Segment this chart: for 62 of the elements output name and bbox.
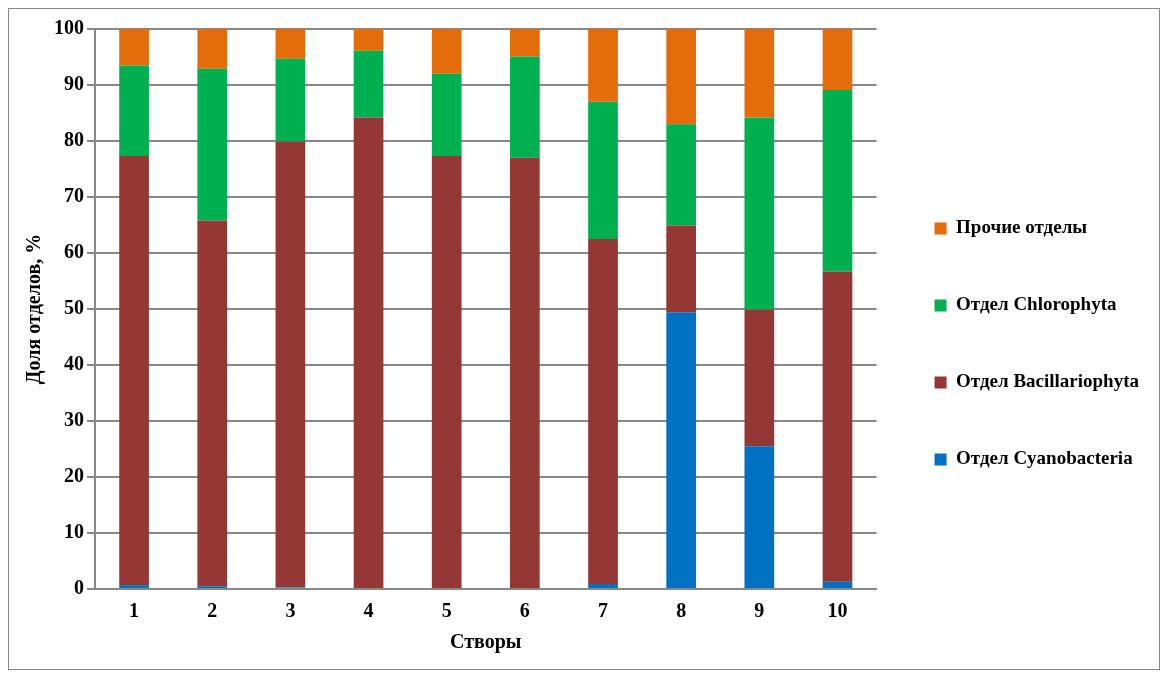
legend-label: Прочие отделы [956, 216, 1088, 238]
y-tick-label: 40 [64, 352, 84, 375]
bar [275, 141, 306, 588]
bar [822, 90, 853, 272]
y-tick-label: 30 [64, 408, 84, 431]
y-tick-label: 90 [64, 72, 84, 95]
bar [353, 117, 384, 588]
bar [588, 101, 618, 239]
bar [197, 68, 228, 221]
x-tick-label: 3 [285, 599, 296, 622]
bar [275, 29, 306, 59]
bar [822, 271, 853, 582]
bar [119, 65, 149, 157]
y-tick-label: 0 [74, 576, 84, 599]
bar [588, 239, 618, 584]
bar [510, 29, 540, 57]
bar [119, 585, 149, 588]
bar [744, 309, 775, 447]
bar [666, 312, 697, 588]
x-tick-label: 1 [129, 599, 140, 622]
bar [588, 29, 618, 102]
legend-label: Отдел Cyanobacteria [956, 447, 1134, 469]
bar [588, 583, 618, 588]
y-tick-label: 100 [54, 16, 84, 39]
bar [197, 220, 228, 587]
bar [510, 56, 540, 158]
x-tick-label: 7 [598, 599, 609, 622]
bar [744, 117, 775, 310]
bar [431, 73, 462, 157]
x-tick-label: 8 [676, 599, 687, 622]
y-tick-label: 60 [64, 240, 84, 263]
legend-label: Отдел Bacillariophyta [956, 370, 1140, 392]
x-axis-title: Створы [450, 630, 522, 654]
bar [666, 29, 697, 125]
y-tick-label: 50 [64, 296, 84, 319]
y-tick-label: 10 [64, 520, 84, 543]
x-tick-label: 6 [519, 599, 530, 622]
bar [353, 29, 384, 51]
legend-label: Отдел Chlorophyta [956, 293, 1117, 315]
bar [822, 581, 853, 588]
y-axis-title: Доля отделов, % [22, 233, 46, 385]
x-tick-label: 9 [754, 599, 765, 622]
bar [744, 29, 775, 118]
x-tick-label: 4 [363, 599, 374, 622]
x-tick-label: 10 [827, 599, 848, 622]
bar [822, 29, 853, 91]
bar [353, 50, 384, 118]
bar [431, 29, 462, 74]
bar [275, 58, 306, 142]
bar [666, 225, 697, 313]
bar [510, 157, 540, 588]
bar [119, 29, 149, 66]
bar [666, 124, 697, 226]
bar [119, 156, 149, 586]
y-tick-label: 80 [64, 128, 84, 151]
bar [744, 446, 775, 588]
y-tick-label: 20 [64, 464, 84, 487]
bar [197, 29, 228, 69]
bar [431, 156, 462, 588]
y-tick-label: 70 [64, 184, 84, 207]
x-tick-label: 2 [207, 599, 218, 622]
x-tick-label: 5 [441, 599, 452, 622]
